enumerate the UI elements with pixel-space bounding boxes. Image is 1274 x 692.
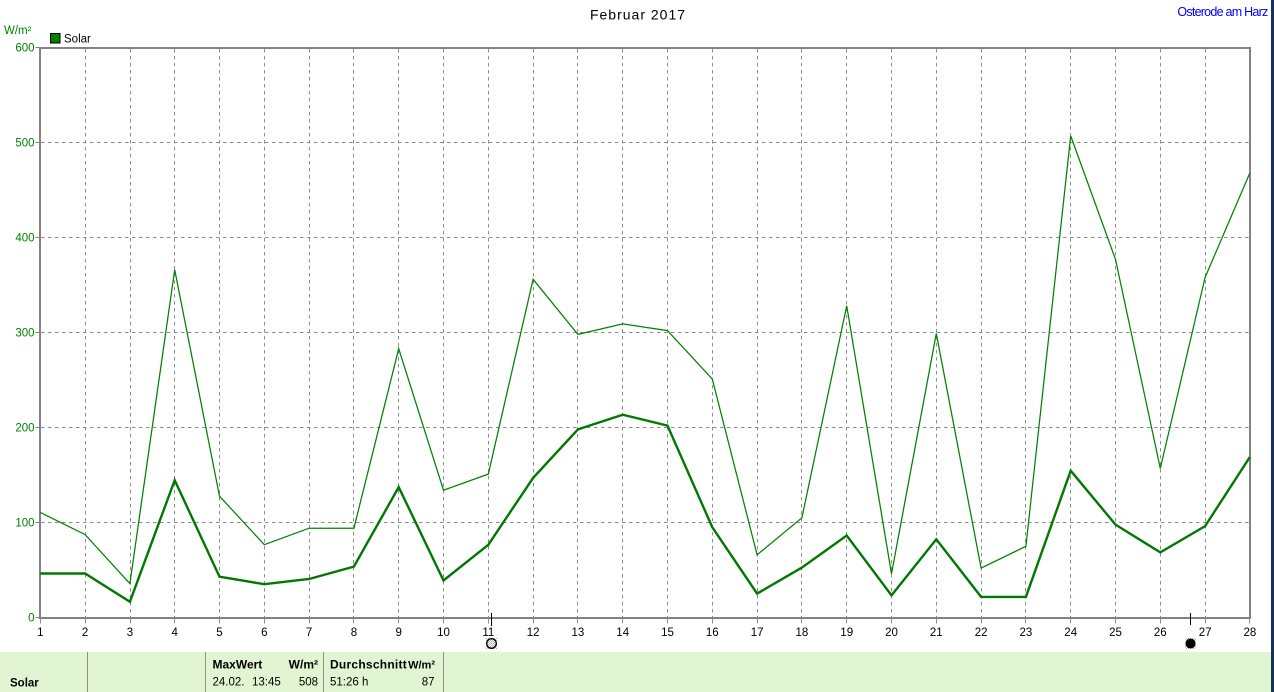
svg-text:MaxWert: MaxWert [213,658,263,672]
svg-text:100: 100 [15,518,34,530]
svg-text:Solar: Solar [64,34,91,46]
svg-text:W/m²: W/m² [4,25,32,37]
svg-text:9: 9 [395,627,401,639]
svg-text:13:45: 13:45 [252,677,281,689]
svg-text:87: 87 [422,677,435,689]
svg-text:19: 19 [840,627,853,639]
svg-text:W/m²: W/m² [289,658,318,672]
svg-text:Osterode am Harz: Osterode am Harz [1177,5,1268,19]
svg-text:11: 11 [482,627,494,639]
svg-text:300: 300 [15,328,34,340]
svg-text:25: 25 [1109,627,1122,639]
svg-text:13: 13 [572,627,585,639]
svg-text:14: 14 [616,627,629,639]
svg-text:500: 500 [15,138,34,150]
svg-text:16: 16 [706,627,719,639]
svg-text:26: 26 [1154,627,1167,639]
svg-text:15: 15 [661,627,674,639]
svg-text:3: 3 [127,627,133,639]
svg-text:2: 2 [82,627,88,639]
svg-text:22: 22 [975,627,988,639]
svg-text:21: 21 [930,627,943,639]
svg-text:51:26 h: 51:26 h [330,677,368,689]
svg-text:W/m²: W/m² [408,660,435,672]
svg-text:Februar 2017: Februar 2017 [590,7,686,23]
svg-text:6: 6 [261,627,267,639]
svg-text:28: 28 [1244,627,1257,639]
svg-text:10: 10 [437,627,450,639]
svg-text:400: 400 [15,233,34,245]
svg-text:12: 12 [527,627,540,639]
svg-text:24: 24 [1064,627,1077,639]
svg-text:8: 8 [351,627,357,639]
svg-text:17: 17 [751,627,764,639]
svg-text:27: 27 [1199,627,1212,639]
svg-text:4: 4 [171,627,178,639]
svg-text:508: 508 [299,677,318,689]
svg-text:7: 7 [306,627,312,639]
svg-text:Durchschnitt: Durchschnitt [330,658,407,672]
svg-text:5: 5 [216,627,222,639]
svg-text:0: 0 [28,613,34,625]
svg-text:200: 200 [15,423,34,435]
svg-text:24.02.: 24.02. [213,677,245,689]
svg-text:Solar: Solar [10,678,39,690]
svg-text:20: 20 [885,627,898,639]
svg-text:18: 18 [796,627,809,639]
svg-text:1: 1 [37,627,43,639]
svg-text:600: 600 [15,43,34,55]
svg-text:23: 23 [1020,627,1033,639]
